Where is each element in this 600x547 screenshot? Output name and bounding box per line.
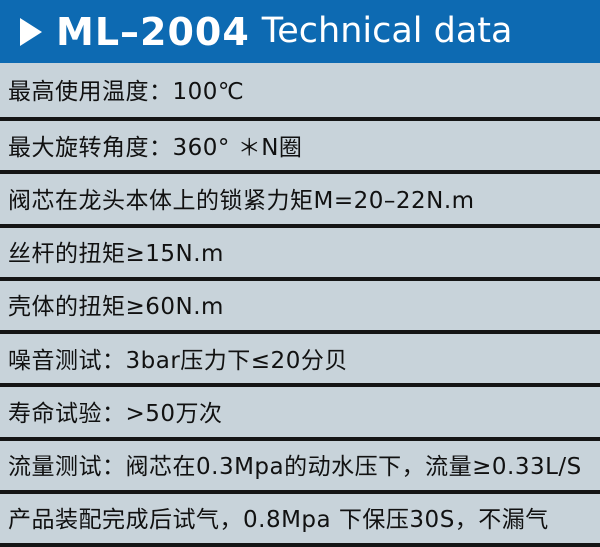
model-number: ML–2004 — [56, 9, 250, 54]
spec-row-housing-torque: 壳体的扭矩≥60N.m — [0, 281, 600, 334]
spec-row-locking-torque: 阀芯在龙头本体上的锁紧力矩M=20–22N.m — [0, 174, 600, 228]
spec-row-flow-test: 流量测试：阀芯在0.3Mpa的动水压下，流量≥0.33L/S — [0, 441, 600, 494]
spec-row-air-tightness-test: 产品装配完成后试气，0.8Mpa 下保压30S，不漏气 — [0, 494, 600, 547]
spec-row-screw-torque: 丝杆的扭矩≥15N.m — [0, 228, 600, 281]
header-bar: ML–2004 Technical data — [0, 0, 600, 63]
spec-row-life-test: 寿命试验：>50万次 — [0, 387, 600, 441]
spec-rows: 最高使用温度：100℃ 最大旋转角度：360° ＊N圈 阀芯在龙头本体上的锁紧力… — [0, 63, 600, 547]
triangle-bullet-icon — [20, 17, 42, 46]
spec-row-max-temperature: 最高使用温度：100℃ — [0, 63, 600, 121]
spec-row-noise-test: 噪音测试：3bar压力下≤20分贝 — [0, 334, 600, 388]
header-subtitle: Technical data — [261, 11, 513, 51]
spec-row-max-rotation-angle: 最大旋转角度：360° ＊N圈 — [0, 121, 600, 175]
